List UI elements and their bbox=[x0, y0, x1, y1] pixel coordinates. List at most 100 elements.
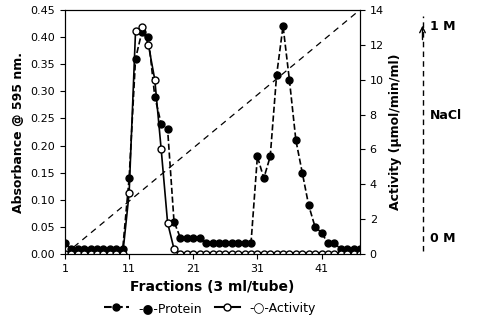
Activity bbox=[338, 252, 344, 256]
Protein bbox=[171, 220, 177, 224]
Protein bbox=[338, 247, 344, 251]
X-axis label: Fractions (3 ml/tube): Fractions (3 ml/tube) bbox=[130, 280, 294, 293]
Activity bbox=[171, 247, 177, 251]
Activity bbox=[300, 252, 306, 256]
Legend: -●-Protein, -○-Activity: -●-Protein, -○-Activity bbox=[99, 297, 321, 320]
Protein bbox=[312, 225, 318, 229]
Protein bbox=[228, 242, 234, 245]
Protein bbox=[235, 242, 241, 245]
Protein bbox=[293, 138, 299, 142]
Protein bbox=[350, 247, 356, 251]
Protein bbox=[75, 247, 81, 251]
Protein bbox=[325, 242, 331, 245]
Protein bbox=[254, 155, 260, 158]
Protein bbox=[146, 35, 152, 39]
Protein bbox=[300, 171, 306, 175]
Protein bbox=[210, 242, 216, 245]
Activity bbox=[203, 252, 209, 256]
Activity bbox=[216, 252, 222, 256]
Activity bbox=[248, 252, 254, 256]
Activity bbox=[242, 252, 248, 256]
Activity bbox=[88, 252, 94, 256]
Protein bbox=[222, 242, 228, 245]
Activity bbox=[318, 252, 324, 256]
Activity bbox=[152, 78, 158, 82]
Line: Protein: Protein bbox=[62, 22, 364, 252]
Activity bbox=[81, 252, 87, 256]
Protein bbox=[120, 247, 126, 251]
Protein bbox=[306, 203, 312, 207]
Protein bbox=[114, 247, 119, 251]
Protein bbox=[280, 24, 286, 28]
Protein bbox=[68, 247, 74, 251]
Protein bbox=[126, 176, 132, 180]
Activity bbox=[164, 221, 170, 225]
Activity bbox=[286, 252, 292, 256]
Y-axis label: Activity (µmol/min/ml): Activity (µmol/min/ml) bbox=[390, 54, 402, 210]
Activity bbox=[312, 252, 318, 256]
Protein bbox=[81, 247, 87, 251]
Protein bbox=[62, 242, 68, 245]
Activity bbox=[75, 252, 81, 256]
Protein bbox=[242, 242, 248, 245]
Activity bbox=[120, 252, 126, 256]
Protein bbox=[139, 30, 145, 34]
Protein bbox=[178, 236, 184, 240]
Protein bbox=[203, 242, 209, 245]
Activity bbox=[325, 252, 331, 256]
Protein bbox=[357, 247, 363, 251]
Activity bbox=[357, 252, 363, 256]
Protein bbox=[132, 57, 138, 61]
Protein bbox=[100, 247, 106, 251]
Protein bbox=[164, 127, 170, 131]
Protein bbox=[332, 242, 338, 245]
Activity bbox=[306, 252, 312, 256]
Activity bbox=[261, 252, 267, 256]
Activity bbox=[274, 252, 280, 256]
Activity bbox=[62, 252, 68, 256]
Activity bbox=[94, 252, 100, 256]
Protein bbox=[267, 155, 273, 158]
Activity bbox=[100, 252, 106, 256]
Activity bbox=[146, 43, 152, 47]
Protein bbox=[152, 95, 158, 99]
Activity bbox=[114, 252, 119, 256]
Protein bbox=[107, 247, 113, 251]
Protein bbox=[196, 236, 202, 240]
Activity bbox=[350, 252, 356, 256]
Text: NaCl: NaCl bbox=[430, 109, 462, 122]
Activity bbox=[222, 252, 228, 256]
Activity bbox=[280, 252, 286, 256]
Activity bbox=[254, 252, 260, 256]
Activity bbox=[184, 252, 190, 256]
Activity bbox=[332, 252, 338, 256]
Protein bbox=[248, 242, 254, 245]
Protein bbox=[274, 73, 280, 77]
Activity bbox=[267, 252, 273, 256]
Protein bbox=[88, 247, 94, 251]
Protein bbox=[344, 247, 350, 251]
Activity bbox=[228, 252, 234, 256]
Protein bbox=[158, 122, 164, 126]
Activity bbox=[344, 252, 350, 256]
Protein bbox=[94, 247, 100, 251]
Activity bbox=[210, 252, 216, 256]
Protein bbox=[318, 230, 324, 234]
Activity bbox=[293, 252, 299, 256]
Protein bbox=[216, 242, 222, 245]
Protein bbox=[286, 79, 292, 82]
Activity bbox=[132, 29, 138, 33]
Activity bbox=[190, 252, 196, 256]
Activity bbox=[178, 252, 184, 256]
Activity bbox=[126, 191, 132, 195]
Y-axis label: Absorbance @ 595 nm.: Absorbance @ 595 nm. bbox=[12, 52, 25, 213]
Activity bbox=[68, 252, 74, 256]
Activity bbox=[158, 148, 164, 152]
Activity bbox=[196, 252, 202, 256]
Protein bbox=[190, 236, 196, 240]
Activity bbox=[107, 252, 113, 256]
Line: Activity: Activity bbox=[62, 24, 364, 258]
Protein bbox=[184, 236, 190, 240]
Text: 0 M: 0 M bbox=[430, 231, 456, 244]
Protein bbox=[261, 176, 267, 180]
